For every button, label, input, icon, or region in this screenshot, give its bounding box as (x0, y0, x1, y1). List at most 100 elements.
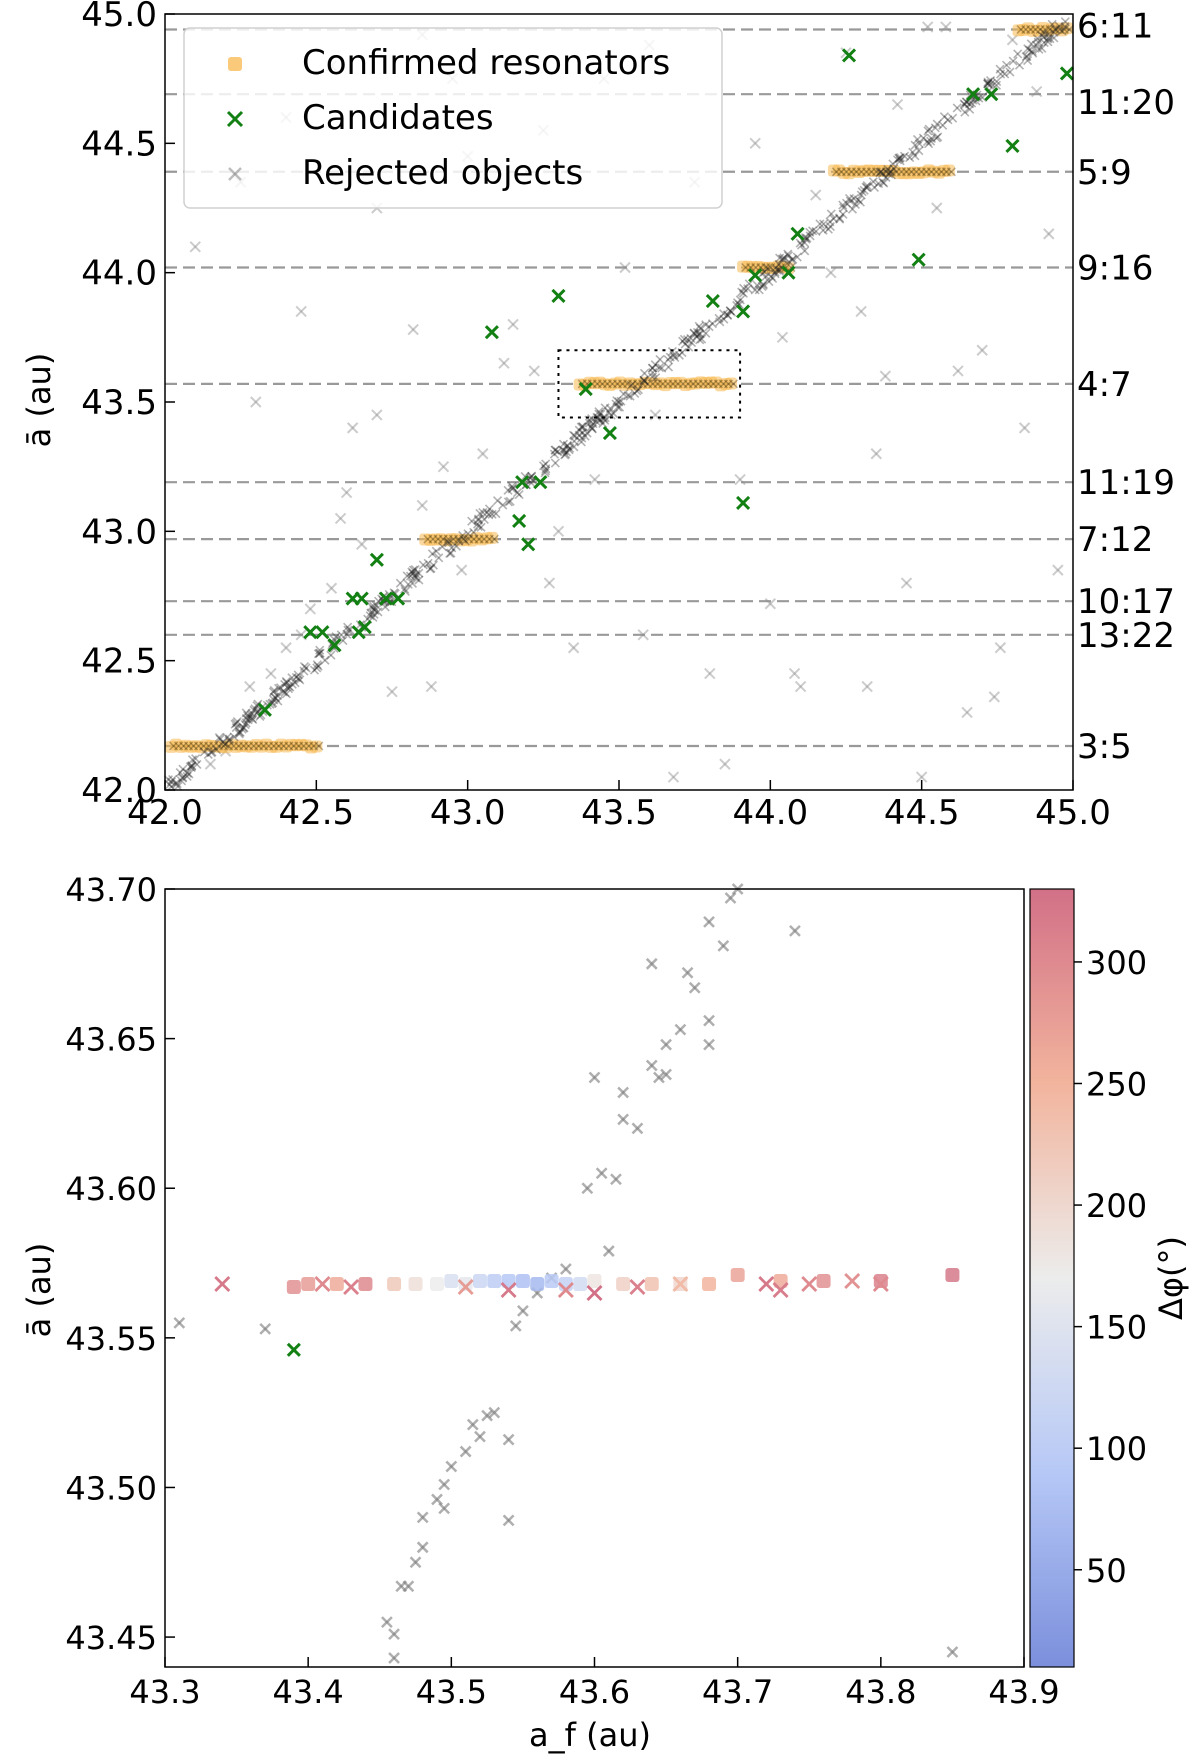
rejected-point (553, 447, 563, 457)
rejected-point (862, 182, 872, 193)
rejected-point (593, 413, 603, 423)
rejected-point (423, 558, 433, 568)
rejected-point (667, 771, 680, 783)
confirmed-resonator-point (876, 167, 886, 177)
rejected-point (230, 719, 240, 729)
rejected-point (815, 219, 825, 229)
confirmed-resonator-point (891, 167, 901, 177)
rejected-point (844, 193, 855, 203)
colorbar-tick-label: 300 (1086, 944, 1147, 982)
rejected-point (823, 224, 833, 234)
top-y-axis: 42.0 42.5 43.0 43.5 44.0 44.5 45.0 (81, 0, 175, 811)
x-tick-label: 43.5 (581, 793, 657, 833)
rejected-point (343, 625, 353, 635)
confirmed-resonator-point (658, 379, 668, 389)
confirmed-resonator-point (239, 741, 249, 751)
resonance-label: 13:22 (1077, 616, 1175, 656)
rejected-point (787, 255, 797, 265)
confirmed-resonator-point (668, 379, 678, 389)
rejected-point (165, 780, 175, 790)
rejected-point (549, 449, 559, 459)
confirmed-resonator-point (485, 531, 498, 544)
rejected-point (568, 430, 579, 440)
confirmed-resonator-point (756, 262, 766, 273)
rejected-point (459, 1445, 472, 1458)
resonance-label: 10:17 (1077, 582, 1175, 622)
colorbar-tick-label: 200 (1086, 1187, 1147, 1225)
confirmed-resonator-point (698, 379, 708, 389)
rejected-point (520, 471, 530, 482)
rejected-point (761, 271, 771, 281)
rejected-point (625, 391, 635, 401)
rejected-point (1006, 34, 1019, 46)
rejected-point (369, 605, 379, 615)
confirmed-resonator-point (479, 534, 489, 544)
rejected-point (466, 1418, 479, 1431)
rejected-point (168, 774, 178, 785)
rejected-point (477, 448, 489, 460)
resonance-label: 7:12 (1077, 520, 1153, 560)
rejected-point (552, 525, 565, 538)
rejected-point (1060, 17, 1070, 27)
confirmed-resonator-point (489, 534, 499, 544)
rejected-point (177, 773, 188, 783)
rejected-point (425, 680, 438, 693)
rejected-point (472, 519, 483, 529)
rejected-point (366, 608, 376, 618)
rejected-point (842, 198, 852, 208)
candidate-point (736, 495, 751, 510)
rejected-point (1033, 37, 1043, 47)
rejected-point (186, 763, 196, 773)
rejected-point (609, 409, 619, 419)
candidate-point (966, 87, 981, 102)
confirmed-resonator-point (487, 1273, 502, 1288)
rejected-point (826, 209, 836, 219)
rejected-point (578, 428, 588, 438)
rejected-point (467, 516, 477, 526)
rejected-point (473, 515, 483, 525)
confirmed-resonator-point (776, 262, 786, 273)
rejected-point (265, 667, 277, 680)
rejected-point (240, 719, 250, 730)
rejected-point (639, 376, 650, 386)
rejected-point (655, 354, 665, 364)
rejected-point (326, 650, 336, 660)
rejected-point (680, 339, 690, 349)
bottom-x-axis: 43.3 43.4 43.5 43.6 43.7 43.8 43.9 (129, 1657, 1060, 1711)
rejected-point (701, 320, 711, 330)
rejected-point (191, 754, 201, 764)
rejected-point (517, 1305, 529, 1317)
colorbar-tick-label: 50 (1086, 1552, 1127, 1590)
rejected-point (1052, 564, 1064, 576)
rejected-point (900, 577, 913, 589)
rejected-point (460, 536, 470, 546)
rejected-point (562, 440, 572, 450)
rejected-point (541, 459, 551, 469)
confirmed-resonator-point (358, 1276, 373, 1291)
rejected-point (282, 677, 292, 688)
confirmed-resonator-point (1016, 24, 1026, 35)
rejected-point (613, 402, 623, 412)
confirmed-resonator-point (871, 167, 881, 177)
rejected-point (881, 172, 891, 182)
rejected-point (182, 771, 192, 781)
rejected-point (922, 21, 934, 33)
candidate-point (357, 619, 372, 635)
rejected-point (580, 431, 590, 441)
confirmed-resonator-point (836, 167, 846, 177)
confirmed-resonator-point (310, 740, 323, 753)
confirmed-resonator-point (448, 534, 458, 544)
rejected-point (692, 331, 702, 341)
rejected-point (561, 449, 571, 459)
rejected-point (946, 1646, 959, 1658)
rejected-point (931, 202, 943, 214)
rejected-point (653, 1071, 665, 1084)
confirmed-resonator-point (430, 1276, 445, 1291)
rejected-point (1034, 44, 1044, 54)
rejected-point (290, 678, 300, 688)
candidate-point (521, 537, 536, 552)
rejected-point (845, 196, 855, 206)
zoom-region-box (557, 349, 742, 419)
rejected-point (838, 209, 848, 219)
rejected-point (295, 305, 307, 318)
